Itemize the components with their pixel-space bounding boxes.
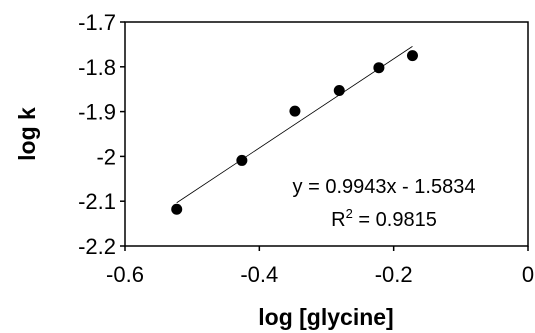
- x-tick-label: -0.6: [106, 262, 144, 287]
- data-point: [171, 203, 183, 215]
- x-tick-label: -0.2: [375, 262, 413, 287]
- data-point: [373, 62, 385, 74]
- data-point: [289, 105, 301, 117]
- data-point: [236, 154, 248, 166]
- x-tick-label: 0: [522, 262, 534, 287]
- trendline-group: [176, 46, 413, 204]
- equation-label: y = 0.9943x - 1.5834: [293, 176, 476, 198]
- x-axis-title: log [glycine]: [258, 304, 393, 330]
- x-axis-ticks: -0.6 -0.4 -0.2 0: [106, 246, 534, 287]
- y-tick-label: -1.7: [78, 10, 116, 35]
- y-tick-label: -2.1: [78, 189, 116, 214]
- data-point: [333, 85, 345, 97]
- y-axis-ticks: -1.7 -1.8 -1.9 -2 -2.1 -2.2: [78, 10, 125, 259]
- y-axis-title: log k: [14, 107, 40, 161]
- trendline: [176, 46, 413, 204]
- y-tick-label: -1.9: [78, 100, 116, 125]
- data-point: [406, 50, 418, 62]
- plot-area: [124, 21, 529, 247]
- data-points: [171, 50, 418, 215]
- y-tick-label: -2: [96, 144, 116, 169]
- y-tick-label: -2.2: [78, 234, 116, 259]
- y-tick-label: -1.8: [78, 55, 116, 80]
- x-tick-label: -0.4: [240, 262, 278, 287]
- r-squared-label: R2 = 0.9815: [331, 206, 437, 231]
